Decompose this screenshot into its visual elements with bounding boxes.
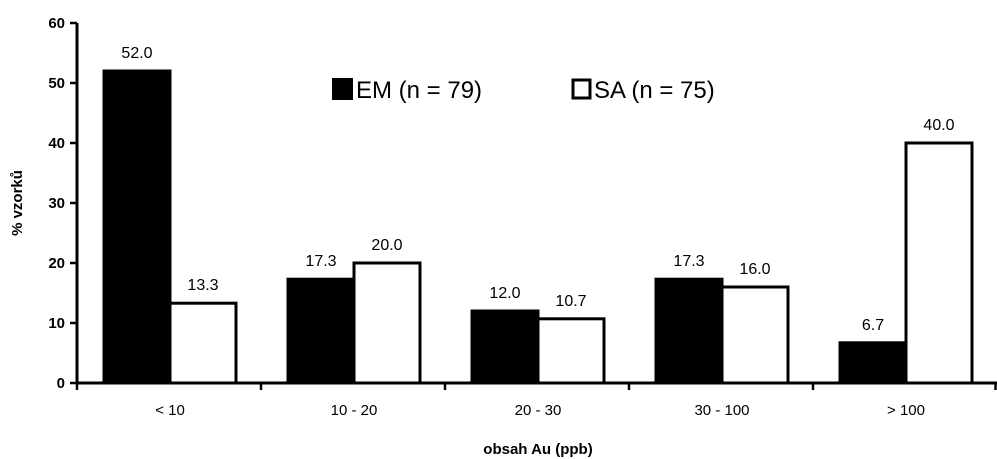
y-tick-label: 50 (48, 75, 65, 92)
data-label: 16.0 (739, 261, 770, 278)
y-axis: 0 10 20 30 40 50 60 (48, 15, 79, 392)
y-tick-label: 40 (48, 135, 65, 152)
data-labels: 52.0 17.3 12.0 17.3 6.7 13.3 20.0 10.7 16.0 40.0 (121, 45, 954, 334)
bar-em (654, 277, 724, 385)
x-tick-label: < 10 (155, 402, 185, 419)
y-tick-label: 0 (57, 375, 65, 392)
bar-sa (720, 285, 790, 385)
legend-label-sa: SA (n = 75) (594, 77, 715, 104)
data-label: 10.7 (555, 293, 586, 310)
y-tick-label: 60 (48, 15, 65, 32)
data-label: 12.0 (489, 285, 520, 302)
data-label: 17.3 (305, 253, 336, 270)
y-tick-label: 10 (48, 315, 65, 332)
bar-em (470, 309, 540, 385)
y-tick-label: 30 (48, 195, 65, 212)
legend: EM (n = 79) SA (n = 75) (332, 77, 715, 104)
legend-swatch-sa (571, 78, 592, 100)
data-label: 52.0 (121, 45, 152, 62)
bar-em (838, 341, 908, 385)
y-axis-title: % vzorků (9, 170, 26, 236)
x-axis: < 10 10 - 20 20 - 30 30 - 100 > 100 (75, 381, 997, 419)
bar-sa (168, 301, 238, 385)
x-tick-label: 30 - 100 (694, 402, 749, 419)
data-label: 13.3 (187, 277, 218, 294)
data-label: 20.0 (371, 237, 402, 254)
bar-sa (352, 261, 422, 385)
bar-em (102, 69, 172, 385)
x-axis-title: obsah Au (ppb) (483, 441, 592, 458)
legend-label-em: EM (n = 79) (356, 77, 482, 104)
bar-em (286, 277, 356, 385)
bar-sa (904, 141, 974, 385)
data-label: 40.0 (923, 117, 954, 134)
data-label: 17.3 (673, 253, 704, 270)
bar-sa (536, 317, 606, 385)
data-label: 6.7 (862, 317, 884, 334)
x-tick-label: 10 - 20 (331, 402, 378, 419)
bars (102, 69, 974, 385)
legend-swatch-em (332, 78, 353, 100)
x-tick-label: > 100 (887, 402, 925, 419)
y-tick-label: 20 (48, 255, 65, 272)
x-tick-label: 20 - 30 (515, 402, 562, 419)
